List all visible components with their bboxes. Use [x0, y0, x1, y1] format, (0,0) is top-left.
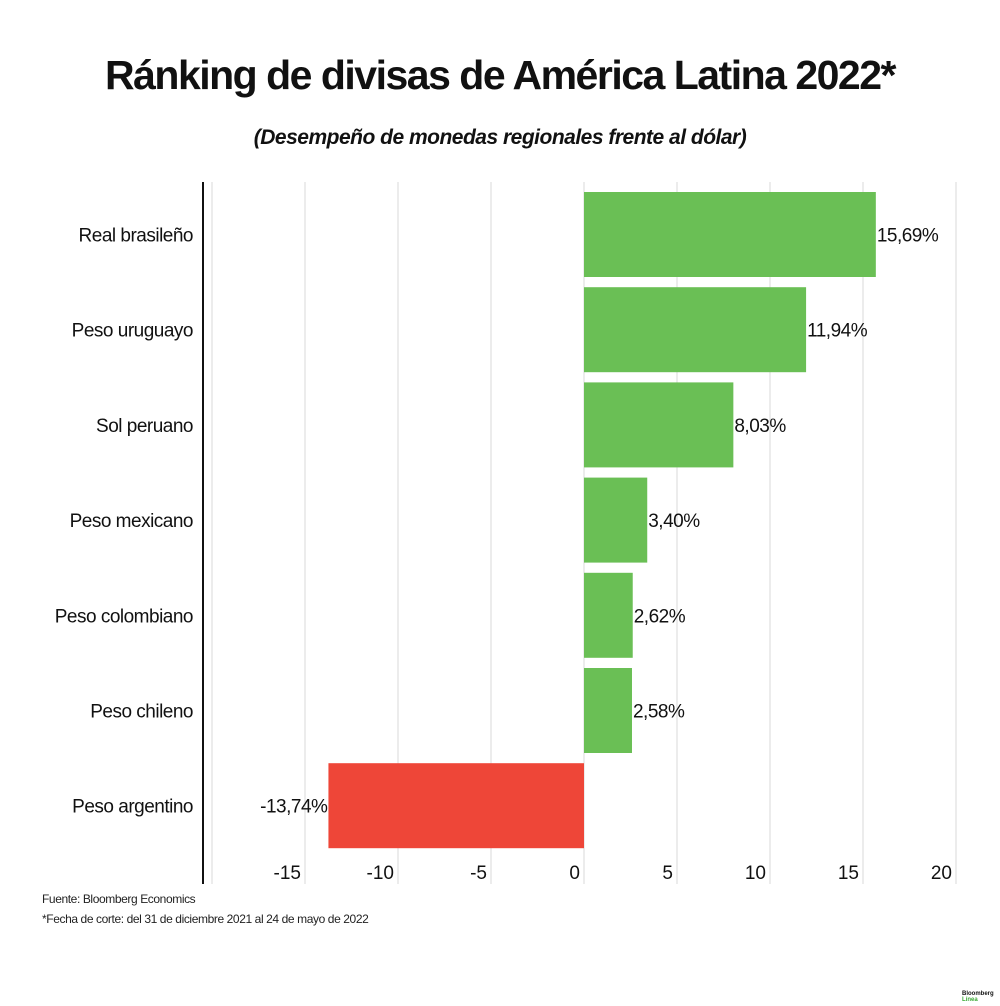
bar	[584, 668, 632, 753]
source-note: Fuente: Bloomberg Economics	[42, 892, 196, 906]
bar	[328, 763, 584, 849]
chart-subtitle: (Desempeño de monedas regionales frente …	[253, 126, 747, 149]
data-label: 8,03%	[734, 416, 786, 437]
date-note: *Fecha de corte: del 31 de diciembre 202…	[42, 912, 369, 926]
category-label: Peso chileno	[90, 702, 193, 723]
x-tick-label: -5	[470, 863, 487, 884]
category-label: Peso mexicano	[70, 511, 193, 532]
data-label: 2,58%	[633, 702, 685, 723]
chart-title: Ránking de divisas de América Latina 202…	[104, 52, 897, 98]
data-label: 11,94%	[807, 321, 868, 342]
bloomberg-linea-logo: Bloomberg Línea	[962, 991, 994, 1003]
category-label: Peso uruguayo	[72, 321, 193, 342]
x-tick-label: 5	[662, 863, 673, 884]
x-tick-label: 0	[569, 863, 580, 884]
data-label: 15,69%	[877, 226, 939, 247]
bar	[584, 287, 807, 373]
data-label: 3,40%	[648, 511, 700, 532]
x-tick-label: 15	[838, 863, 859, 884]
logo-line1: Bloomberg	[962, 991, 994, 997]
x-tick-label: -10	[367, 863, 394, 884]
bar	[584, 572, 633, 658]
bar	[584, 382, 734, 468]
bar	[584, 192, 876, 277]
category-label: Peso argentino	[72, 797, 193, 818]
x-tick-label: 10	[745, 863, 766, 884]
logo-line2: Línea	[962, 997, 978, 1003]
x-tick-label: 20	[931, 863, 952, 884]
data-label: -13,74%	[260, 797, 328, 818]
data-label: 2,62%	[634, 606, 686, 627]
category-label: Peso colombiano	[55, 606, 193, 627]
category-label: Sol peruano	[96, 416, 193, 437]
category-label: Real brasileño	[79, 226, 193, 247]
bar	[584, 477, 648, 563]
x-tick-label: -15	[274, 863, 301, 884]
